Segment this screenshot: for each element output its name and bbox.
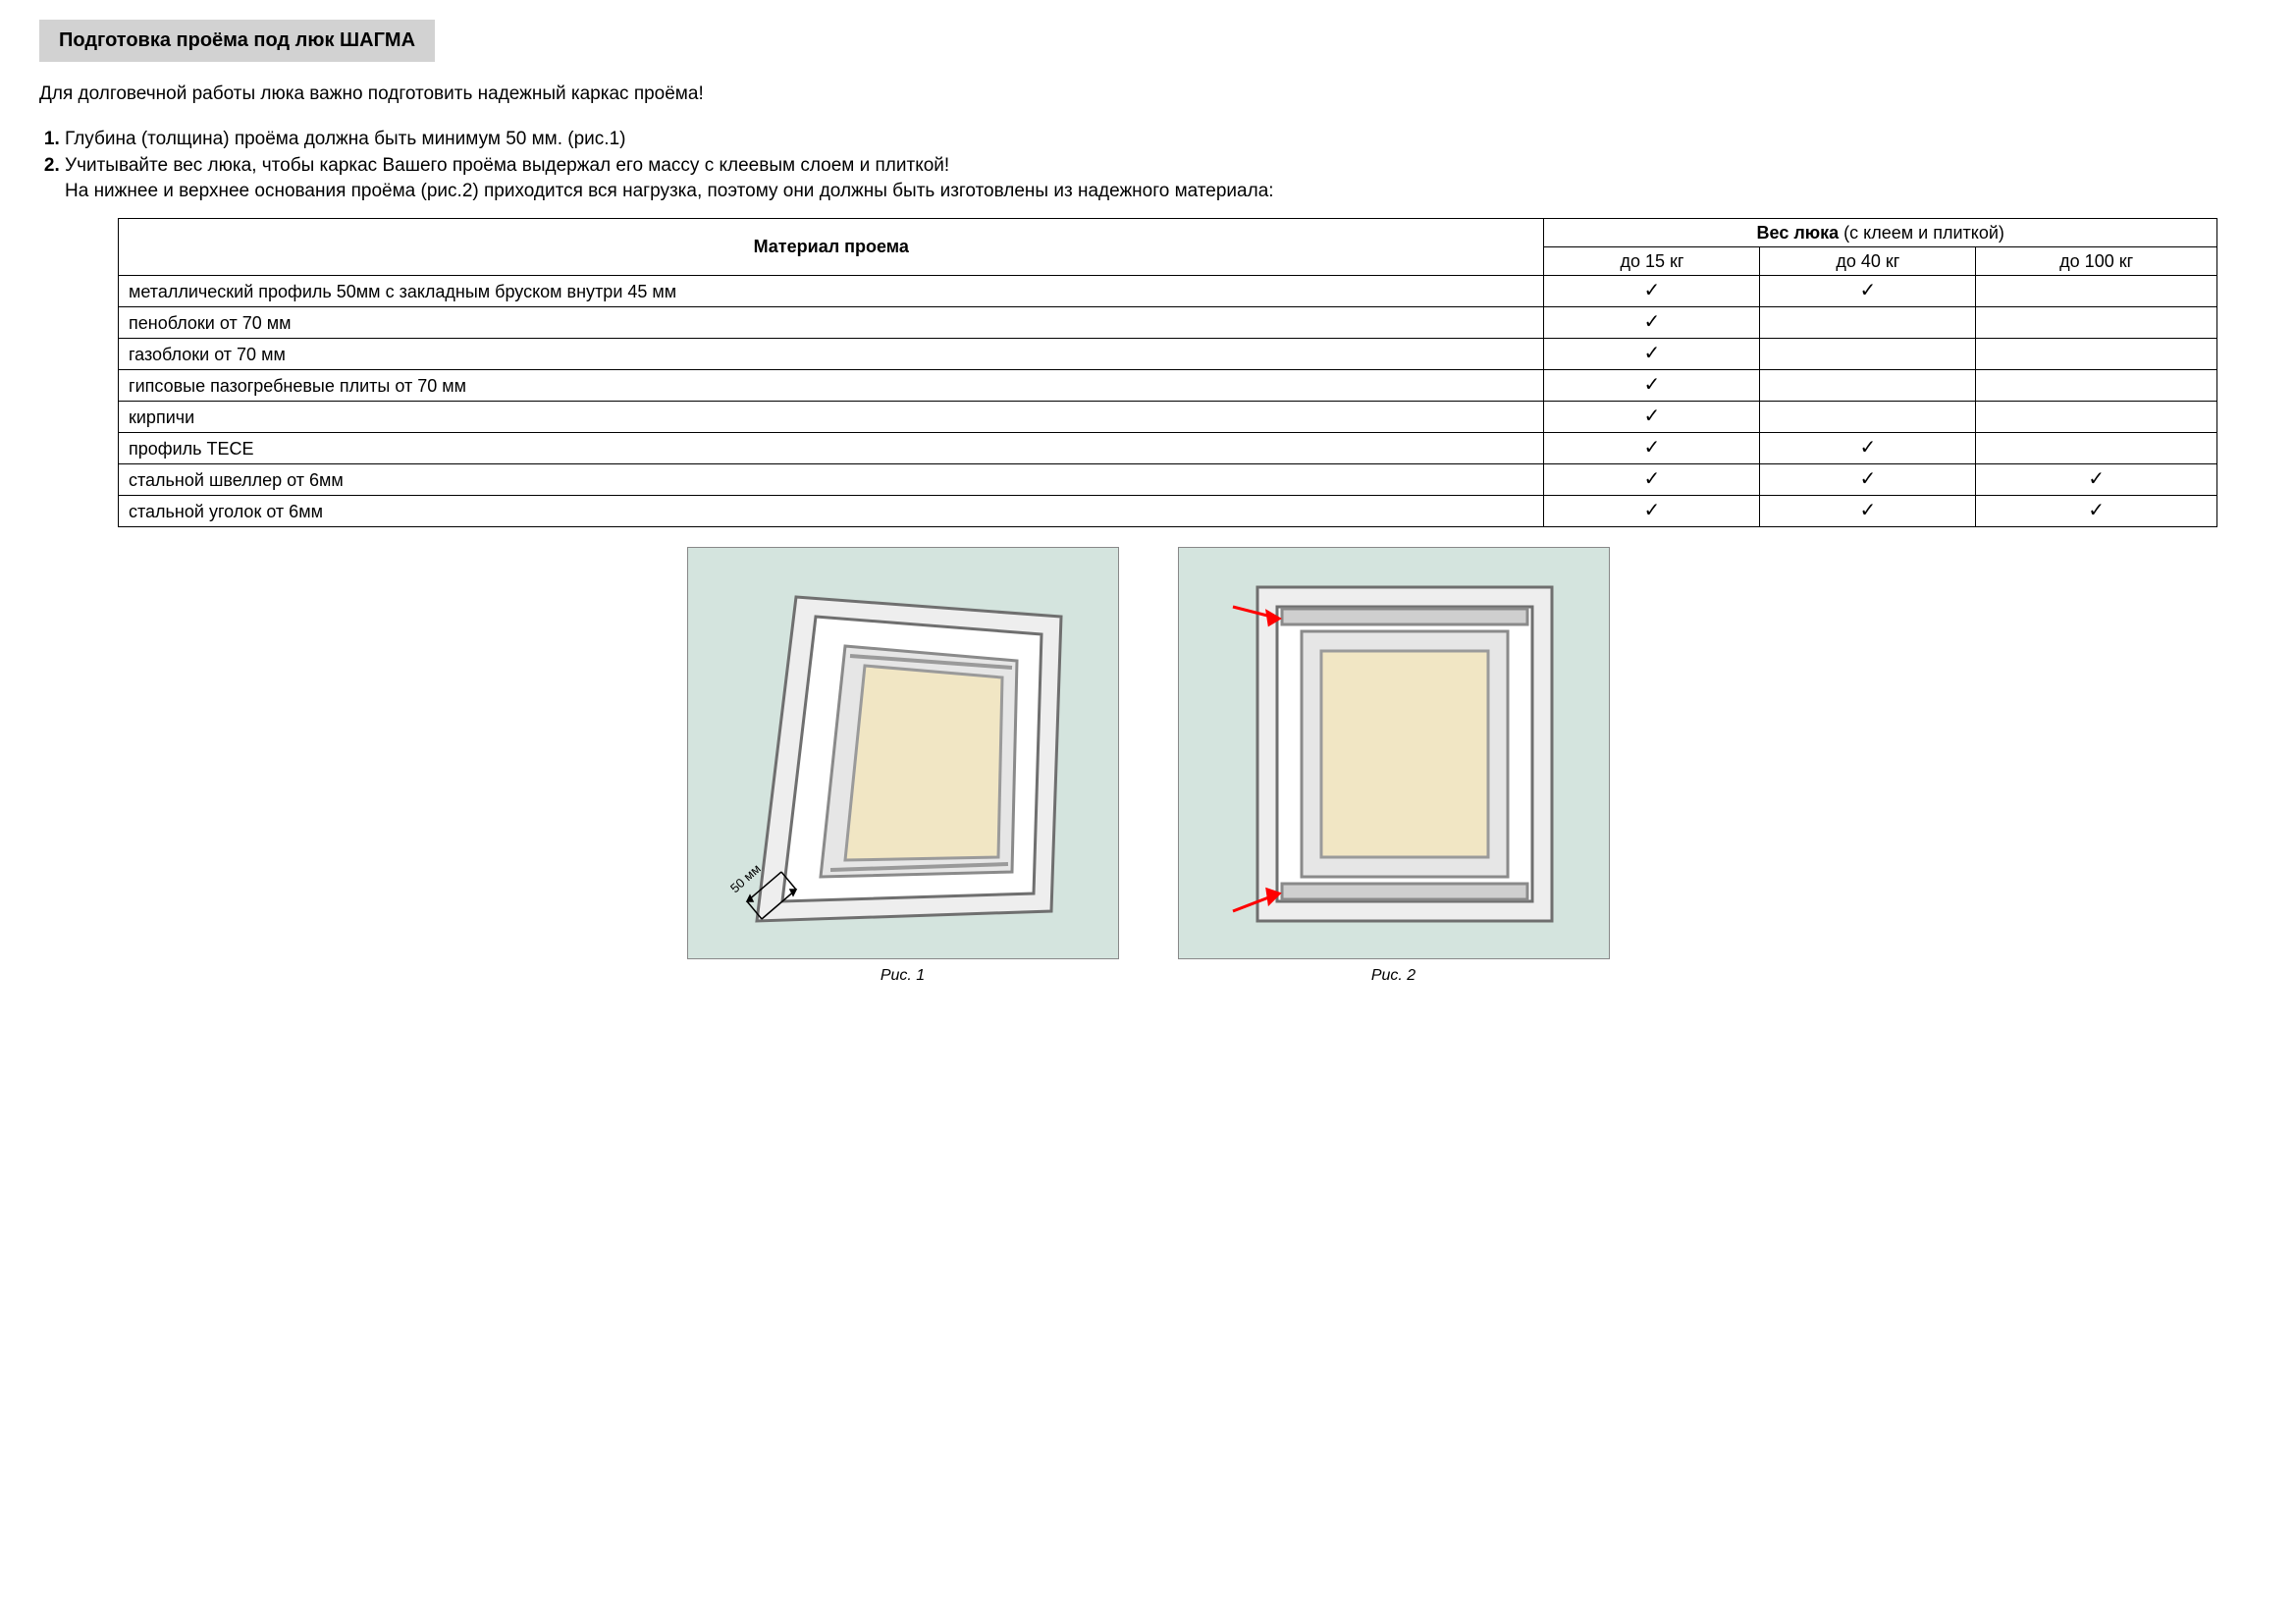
figure-1: 50 мм Рис. 1 [687, 547, 1119, 987]
list-item-1: Глубина (толщина) проёма должна быть мин… [65, 127, 2257, 152]
table-row: кирпичи✓ [119, 402, 2217, 433]
list-item-2b: На нижнее и верхнее основания проёма (ри… [65, 181, 1274, 201]
table-row: пеноблоки от 70 мм✓ [119, 307, 2217, 339]
cell-material: стальной уголок от 6мм [119, 496, 1544, 527]
cell-check [1976, 276, 2217, 307]
figure-1-caption: Рис. 1 [687, 965, 1119, 987]
cell-check [1976, 402, 2217, 433]
th-weight: Вес люка (с клеем и плиткой) [1544, 218, 2217, 246]
cell-check [1760, 402, 1976, 433]
cell-check [1760, 307, 1976, 339]
cell-check: ✓ [1544, 276, 1760, 307]
list-item-2: Учитывайте вес люка, чтобы каркас Вашего… [65, 153, 2257, 203]
figure-2-caption: Рис. 2 [1178, 965, 1610, 987]
table-row: стальной уголок от 6мм✓✓✓ [119, 496, 2217, 527]
th-weight-rest: (с клеем и плиткой) [1839, 223, 2004, 243]
th-weight-bold: Вес люка [1757, 223, 1840, 243]
th-sub-15: до 15 кг [1544, 246, 1760, 275]
table-row: гипсовые пазогребневые плиты от 70 мм✓ [119, 370, 2217, 402]
cell-check: ✓ [1760, 433, 1976, 464]
th-material: Материал проема [119, 218, 1544, 276]
cell-check [1760, 370, 1976, 402]
cell-material: пеноблоки от 70 мм [119, 307, 1544, 339]
cell-check: ✓ [1760, 464, 1976, 496]
figure-1-image: 50 мм [687, 547, 1119, 959]
cell-check [1976, 433, 2217, 464]
cell-material: профиль TECE [119, 433, 1544, 464]
instruction-list: Глубина (толщина) проёма должна быть мин… [39, 127, 2257, 204]
cell-check [1760, 339, 1976, 370]
materials-table: Материал проема Вес люка (с клеем и плит… [118, 218, 2217, 528]
cell-check [1976, 307, 2217, 339]
cell-check: ✓ [1544, 433, 1760, 464]
th-sub-100: до 100 кг [1976, 246, 2217, 275]
cell-check: ✓ [1760, 496, 1976, 527]
figure-2-image [1178, 547, 1610, 959]
cell-material: гипсовые пазогребневые плиты от 70 мм [119, 370, 1544, 402]
cell-check: ✓ [1544, 464, 1760, 496]
table-row: металлический профиль 50мм с закладным б… [119, 276, 2217, 307]
th-sub-40: до 40 кг [1760, 246, 1976, 275]
section-heading: Подготовка проёма под люк ШАГМА [39, 20, 435, 62]
dimension-label: 50 мм [726, 861, 763, 895]
cell-check: ✓ [1976, 464, 2217, 496]
cell-material: газоблоки от 70 мм [119, 339, 1544, 370]
cell-check [1976, 339, 2217, 370]
figures-row: 50 мм Рис. 1 [39, 547, 2257, 987]
intro-text: Для долговечной работы люка важно подгот… [39, 81, 2257, 107]
table-row: газоблоки от 70 мм✓ [119, 339, 2217, 370]
cell-material: металлический профиль 50мм с закладным б… [119, 276, 1544, 307]
cell-check: ✓ [1544, 339, 1760, 370]
cell-check: ✓ [1760, 276, 1976, 307]
cell-check [1976, 370, 2217, 402]
figure-2: Рис. 2 [1178, 547, 1610, 987]
cell-check: ✓ [1976, 496, 2217, 527]
cell-check: ✓ [1544, 370, 1760, 402]
table-row: профиль TECE✓✓ [119, 433, 2217, 464]
cell-check: ✓ [1544, 496, 1760, 527]
cell-material: кирпичи [119, 402, 1544, 433]
cell-check: ✓ [1544, 402, 1760, 433]
table-row: стальной швеллер от 6мм✓✓✓ [119, 464, 2217, 496]
cell-check: ✓ [1544, 307, 1760, 339]
list-item-2a: Учитывайте вес люка, чтобы каркас Вашего… [65, 155, 949, 176]
cell-material: стальной швеллер от 6мм [119, 464, 1544, 496]
